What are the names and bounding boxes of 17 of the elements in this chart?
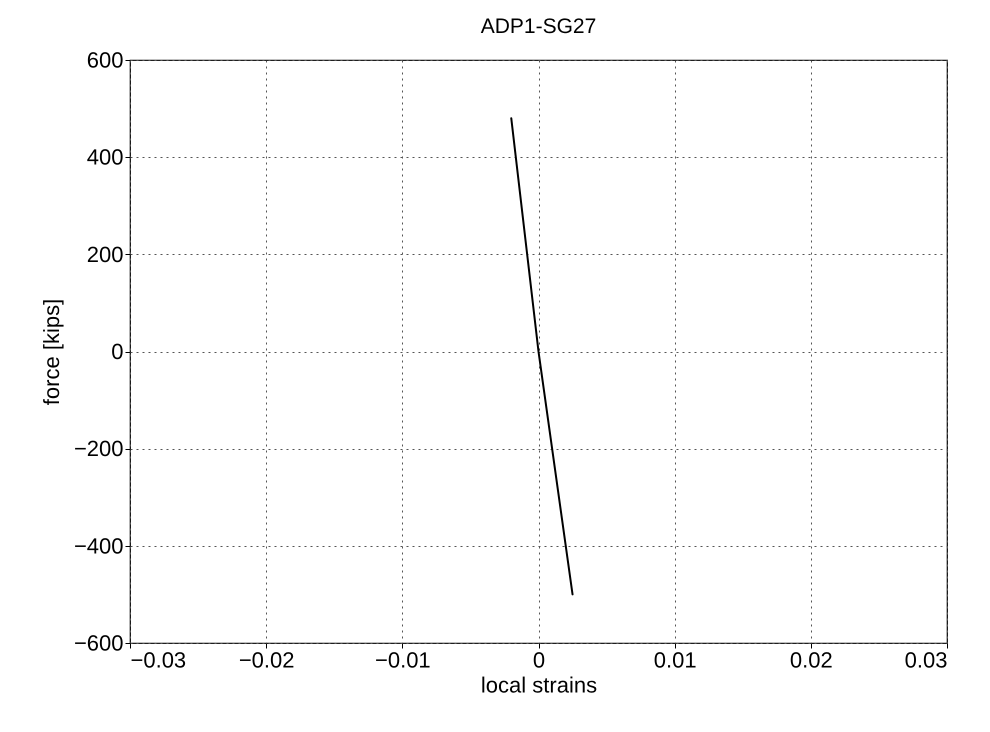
y-tick-label: −200 (74, 436, 124, 462)
x-tick-label: 0.01 (654, 648, 697, 672)
chart-title: ADP1-SG27 (480, 15, 596, 38)
x-tick-label: −0.02 (238, 648, 295, 672)
y-axis-title: force [kips] (38, 298, 64, 406)
x-tick-label: 0.03 (904, 648, 948, 672)
x-tick-label: −0.01 (374, 648, 431, 672)
x-tick-label: −0.03 (130, 648, 186, 672)
y-tick-label: 400 (86, 144, 124, 170)
y-tick-label: 0 (111, 339, 124, 364)
x-tick-label: 0 (532, 648, 546, 672)
y-tick-label: −400 (74, 533, 124, 558)
y-tick-label: 200 (86, 242, 124, 267)
x-tick-label: 0.02 (790, 648, 833, 672)
y-tick-label: −600 (74, 630, 124, 656)
x-axis-title: local strains (480, 672, 598, 698)
y-tick-label: 600 (86, 48, 124, 72)
